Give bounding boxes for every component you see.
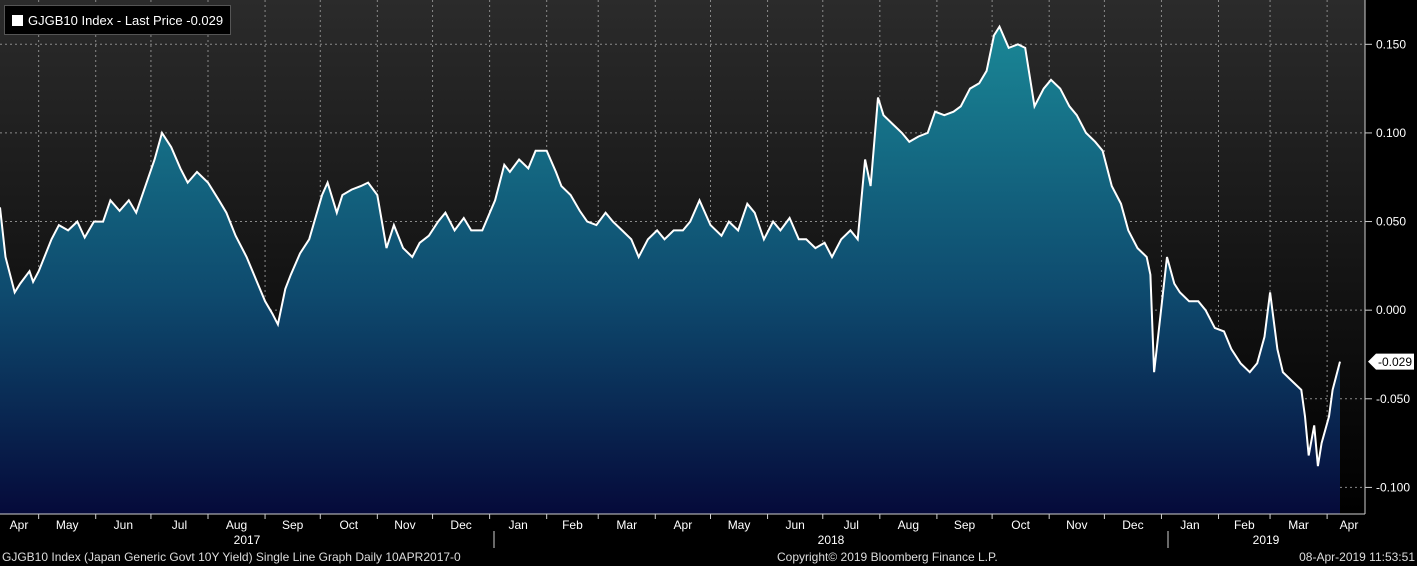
y-axis: 0.150 0.100 0.050 0.000 -0.050 -0.100 xyxy=(1365,37,1410,494)
price-line xyxy=(0,24,1341,467)
x-tick-label: Jan xyxy=(508,518,527,532)
legend-swatch xyxy=(12,14,23,26)
footer-timestamp: 08-Apr-2019 11:53:51 xyxy=(1299,550,1415,564)
x-tick-label: Aug xyxy=(898,518,919,532)
year-label: 2018 xyxy=(818,533,845,547)
x-tick-label: Jun xyxy=(785,518,804,532)
x-tick-label: Feb xyxy=(562,518,583,532)
last-price-marker: -0.029 xyxy=(1368,353,1414,370)
legend-label: GJGB10 Index - Last Price -0.029 xyxy=(28,12,224,28)
y-tick-label: 0.150 xyxy=(1376,37,1406,51)
x-tick-label: Sep xyxy=(282,518,304,532)
area-fill xyxy=(0,26,1340,514)
year-label: 2017 xyxy=(234,533,261,547)
footer-description: GJGB10 Index (Japan Generic Govt 10Y Yie… xyxy=(2,550,461,564)
x-tick-label: Apr xyxy=(1340,518,1359,532)
x-tick-label: Mar xyxy=(616,518,637,532)
y-tick-label: 0.100 xyxy=(1376,126,1406,140)
x-tick-label: Oct xyxy=(1011,518,1030,532)
y-tick-label: -0.100 xyxy=(1376,480,1410,494)
price-chart: 0.150 0.100 0.050 0.000 -0.050 -0.100 Apr May J… xyxy=(0,0,1414,548)
x-tick-label: Apr xyxy=(674,518,693,532)
x-axis: Apr May Jun Jul Aug Sep Oct Nov Dec Jan Feb Mar Apr M… xyxy=(10,514,1359,548)
y-tick-label: 0.000 xyxy=(1376,303,1406,317)
x-tick-label: Jun xyxy=(114,518,133,532)
x-tick-label: Aug xyxy=(226,518,247,532)
last-price-tag xyxy=(1368,353,1414,370)
x-tick-label: Nov xyxy=(394,518,415,532)
x-tick-label: Dec xyxy=(1122,518,1143,532)
x-tick-label: Dec xyxy=(450,518,471,532)
x-tick-label: Sep xyxy=(954,518,976,532)
x-tick-label: Mar xyxy=(1288,518,1309,532)
last-price-label: -0.029 xyxy=(1378,355,1412,369)
x-tick-label: Jul xyxy=(844,518,859,532)
x-tick-label: May xyxy=(56,518,79,532)
x-tick-label: Jul xyxy=(172,518,187,532)
y-tick-label: -0.050 xyxy=(1376,392,1410,406)
x-tick-label: Nov xyxy=(1066,518,1087,532)
x-tick-label: Oct xyxy=(339,518,358,532)
year-label: 2019 xyxy=(1253,533,1280,547)
y-tick-label: 0.050 xyxy=(1376,215,1406,229)
footer-copyright: Copyright© 2019 Bloomberg Finance L.P. xyxy=(777,550,998,564)
x-tick-label: Feb xyxy=(1234,518,1255,532)
x-tick-label: May xyxy=(728,518,751,532)
x-tick-label: Apr xyxy=(10,518,29,532)
x-tick-label: Jan xyxy=(1180,518,1199,532)
legend: GJGB10 Index - Last Price -0.029 xyxy=(4,5,232,35)
